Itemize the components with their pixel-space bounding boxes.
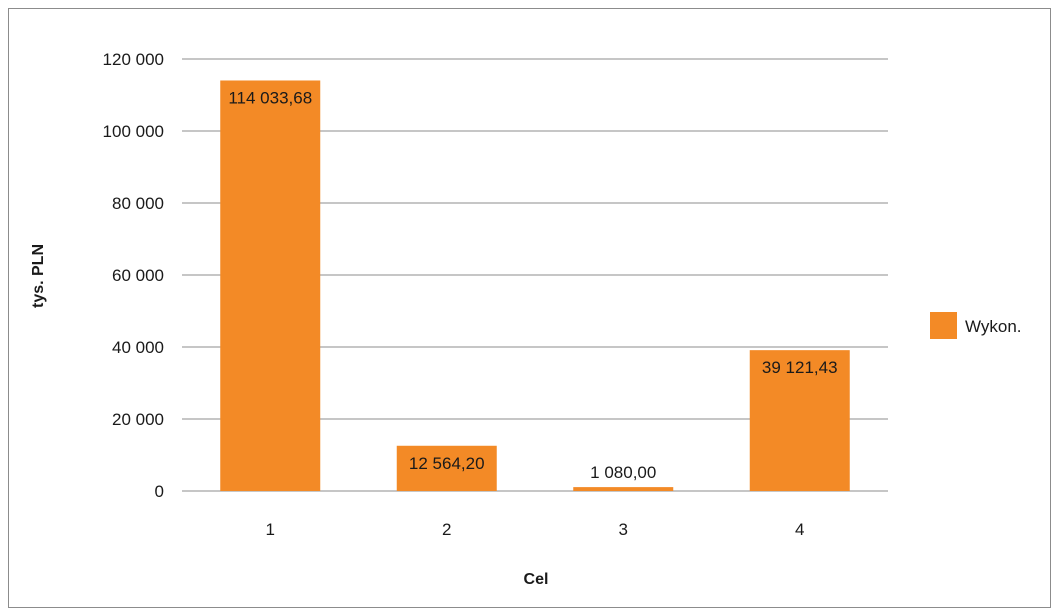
bar — [573, 487, 674, 491]
bars: 114 033,68 12 564,20 1 080,00 39 121,43 — [220, 80, 850, 491]
y-tick-label: 20 000 — [112, 410, 164, 429]
bar — [220, 80, 321, 491]
legend: Wykon. — [930, 312, 1022, 339]
y-tick-label: 120 000 — [103, 50, 164, 69]
x-tick-label: 1 — [266, 520, 275, 539]
y-tick-label: 60 000 — [112, 266, 164, 285]
data-label: 12 564,20 — [409, 454, 485, 473]
data-label: 114 033,68 — [228, 88, 312, 107]
x-tick-label: 2 — [442, 520, 451, 539]
y-axis-tick-labels: 0 20 000 40 000 60 000 80 000 100 000 120 000 — [103, 50, 164, 501]
x-tick-label: 3 — [619, 520, 628, 539]
x-axis-tick-labels: 1 2 3 4 — [266, 520, 805, 539]
chart-frame — [8, 8, 1051, 608]
data-label: 39 121,43 — [762, 358, 838, 377]
legend-swatch — [930, 312, 957, 339]
y-tick-label: 0 — [155, 482, 164, 501]
bar — [396, 445, 497, 491]
data-label: 1 080,00 — [590, 463, 656, 482]
y-tick-label: 100 000 — [103, 122, 164, 141]
y-tick-label: 80 000 — [112, 194, 164, 213]
bar — [749, 350, 850, 491]
x-axis-title: Cel — [524, 571, 549, 588]
x-tick-label: 4 — [795, 520, 804, 539]
y-axis-title: tys. PLN — [30, 244, 47, 308]
y-tick-label: 40 000 — [112, 338, 164, 357]
legend-label: Wykon. — [965, 317, 1022, 336]
